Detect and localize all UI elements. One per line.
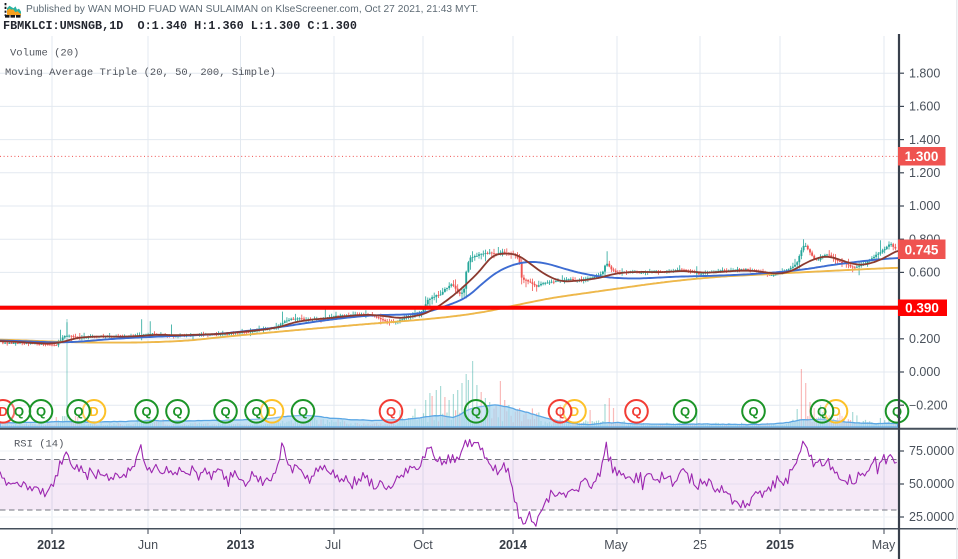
svg-text:Q: Q (748, 404, 758, 419)
svg-text:Q: Q (14, 404, 24, 419)
svg-text:1.200: 1.200 (909, 166, 940, 180)
svg-text:May: May (604, 538, 628, 552)
svg-text:Jul: Jul (325, 538, 341, 552)
svg-text:Q: Q (471, 404, 481, 419)
svg-text:1.600: 1.600 (909, 100, 940, 114)
svg-text:Moving Average Triple (20, 50,: Moving Average Triple (20, 50, 200, Simp… (5, 67, 276, 79)
svg-text:Oct: Oct (413, 538, 433, 552)
svg-text:Q: Q (298, 404, 308, 419)
svg-text:50.0000: 50.0000 (909, 477, 954, 491)
svg-text:Q: Q (631, 404, 641, 419)
svg-text:0.000: 0.000 (909, 365, 940, 379)
svg-text:Q: Q (892, 404, 902, 419)
svg-text:D: D (570, 404, 579, 419)
svg-text:Q: Q (555, 404, 565, 419)
svg-text:0.745: 0.745 (905, 242, 939, 257)
svg-text:RSI (14): RSI (14) (14, 439, 64, 451)
svg-text:Jun: Jun (138, 538, 158, 552)
svg-text:D: D (89, 404, 98, 419)
svg-text:−0.200: −0.200 (909, 398, 948, 412)
svg-text:Volume (20): Volume (20) (10, 48, 79, 60)
svg-text:Q: Q (36, 404, 46, 419)
svg-text:Q: Q (251, 404, 261, 419)
svg-text:25: 25 (693, 538, 707, 552)
svg-text:Q: Q (386, 404, 396, 419)
svg-text:2013: 2013 (227, 538, 255, 552)
svg-text:Q: Q (141, 404, 151, 419)
svg-text:D: D (267, 404, 276, 419)
svg-text:1.300: 1.300 (905, 149, 939, 164)
svg-text:0.600: 0.600 (909, 266, 940, 280)
svg-text:May: May (872, 538, 896, 552)
svg-text:Q: Q (680, 404, 690, 419)
svg-text:75.0000: 75.0000 (909, 444, 954, 458)
svg-text:Q: Q (220, 404, 230, 419)
svg-text:0.200: 0.200 (909, 332, 940, 346)
svg-text:25.0000: 25.0000 (909, 510, 954, 524)
svg-text:0.390: 0.390 (905, 301, 939, 316)
svg-text:D: D (831, 404, 840, 419)
svg-text:2015: 2015 (766, 538, 794, 552)
svg-text:1.800: 1.800 (909, 66, 940, 80)
svg-text:1.000: 1.000 (909, 199, 940, 213)
svg-text:D: D (0, 404, 8, 419)
svg-text:Q: Q (73, 404, 83, 419)
svg-text:Q: Q (172, 404, 182, 419)
svg-text:2012: 2012 (37, 538, 65, 552)
svg-text:1.400: 1.400 (909, 133, 940, 147)
svg-text:Q: Q (817, 404, 827, 419)
svg-text:2014: 2014 (499, 538, 527, 552)
